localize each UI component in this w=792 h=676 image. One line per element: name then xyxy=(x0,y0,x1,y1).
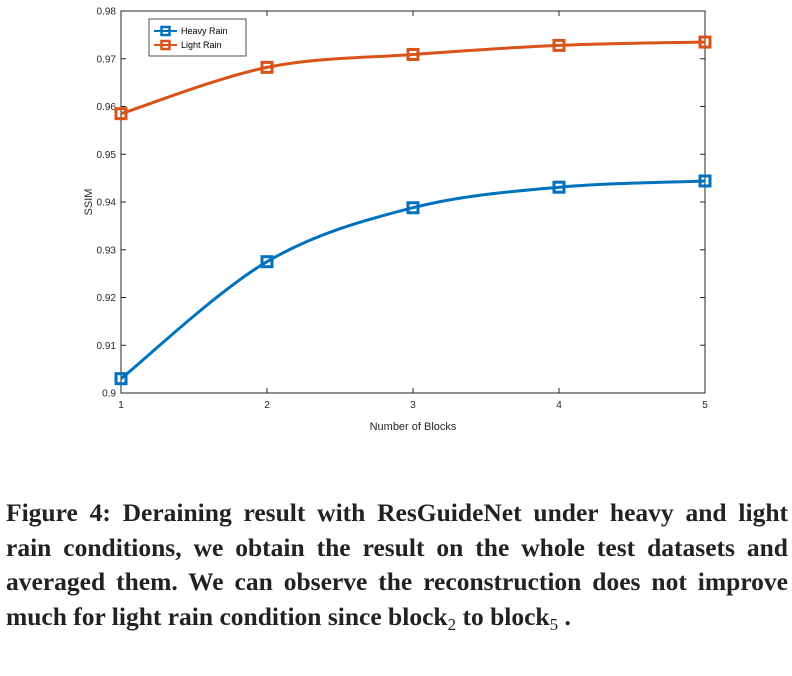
caption-end: . xyxy=(558,601,571,631)
data-point-marker xyxy=(114,372,128,386)
legend-box xyxy=(148,18,247,57)
y-tick-label: 0.96 xyxy=(97,102,117,113)
figure-caption: Figure 4: Deraining result with ResGuide… xyxy=(6,496,788,642)
y-tick-label: 0.91 xyxy=(97,341,117,352)
data-point-marker xyxy=(406,201,420,215)
legend: Heavy Rain Light Rain xyxy=(148,18,247,57)
series-line xyxy=(120,40,706,116)
data-point-marker xyxy=(260,60,274,74)
legend-label-heavy: Heavy Rain xyxy=(181,26,228,36)
caption-subscript-5: 5 xyxy=(549,614,559,634)
data-point-marker xyxy=(552,38,566,52)
y-tick-label: 0.92 xyxy=(97,293,117,304)
x-axis-label: Number of Blocks xyxy=(370,421,457,433)
data-point-marker xyxy=(698,35,712,49)
y-tick-label: 0.95 xyxy=(97,150,117,161)
data-point-marker xyxy=(114,107,128,121)
data-point-marker xyxy=(552,180,566,194)
data-point-marker xyxy=(406,47,420,61)
y-tick-label: 0.94 xyxy=(97,198,117,209)
y-tick-label: 0.9 xyxy=(102,389,116,400)
data-point-marker xyxy=(260,255,274,269)
y-axis-label: SSIM xyxy=(83,189,95,216)
legend-label-light: Light Rain xyxy=(181,40,222,50)
x-tick-label: 4 xyxy=(556,400,562,411)
data-point-marker xyxy=(698,174,712,188)
caption-mid: to block xyxy=(456,601,550,631)
line-chart: 0.9 0.91 0.92 0.93 0.94 0.95 0.96 0.97 0.98 1 2 3 4 5… xyxy=(83,7,712,433)
caption-text: Figure 4: Deraining result with ResGuide… xyxy=(6,498,788,631)
legend-marker-heavy xyxy=(160,25,171,37)
x-tick-label: 2 xyxy=(264,400,270,411)
y-tick-label: 0.93 xyxy=(97,245,117,256)
x-tick-label: 3 xyxy=(410,400,416,411)
legend-marker-light xyxy=(160,39,171,51)
y-tick-label: 0.98 xyxy=(97,7,117,18)
caption-subscript-2: 2 xyxy=(447,614,457,634)
x-tick-label: 1 xyxy=(118,400,124,411)
series-line xyxy=(120,179,706,380)
x-tick-label: 5 xyxy=(702,400,708,411)
y-tick-label: 0.97 xyxy=(97,54,117,65)
